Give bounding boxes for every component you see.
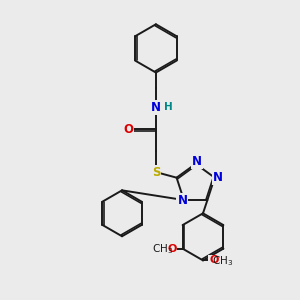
Text: O: O (209, 255, 219, 266)
Text: O: O (167, 244, 176, 254)
Text: CH$_3$: CH$_3$ (152, 242, 173, 256)
Text: CH$_3$: CH$_3$ (212, 254, 233, 268)
Text: N: N (213, 171, 223, 184)
Text: S: S (152, 166, 160, 178)
Text: N: N (192, 155, 202, 168)
Text: N: N (151, 101, 161, 114)
Text: O: O (124, 123, 134, 136)
Text: H: H (164, 102, 172, 112)
Text: N: N (177, 194, 188, 207)
